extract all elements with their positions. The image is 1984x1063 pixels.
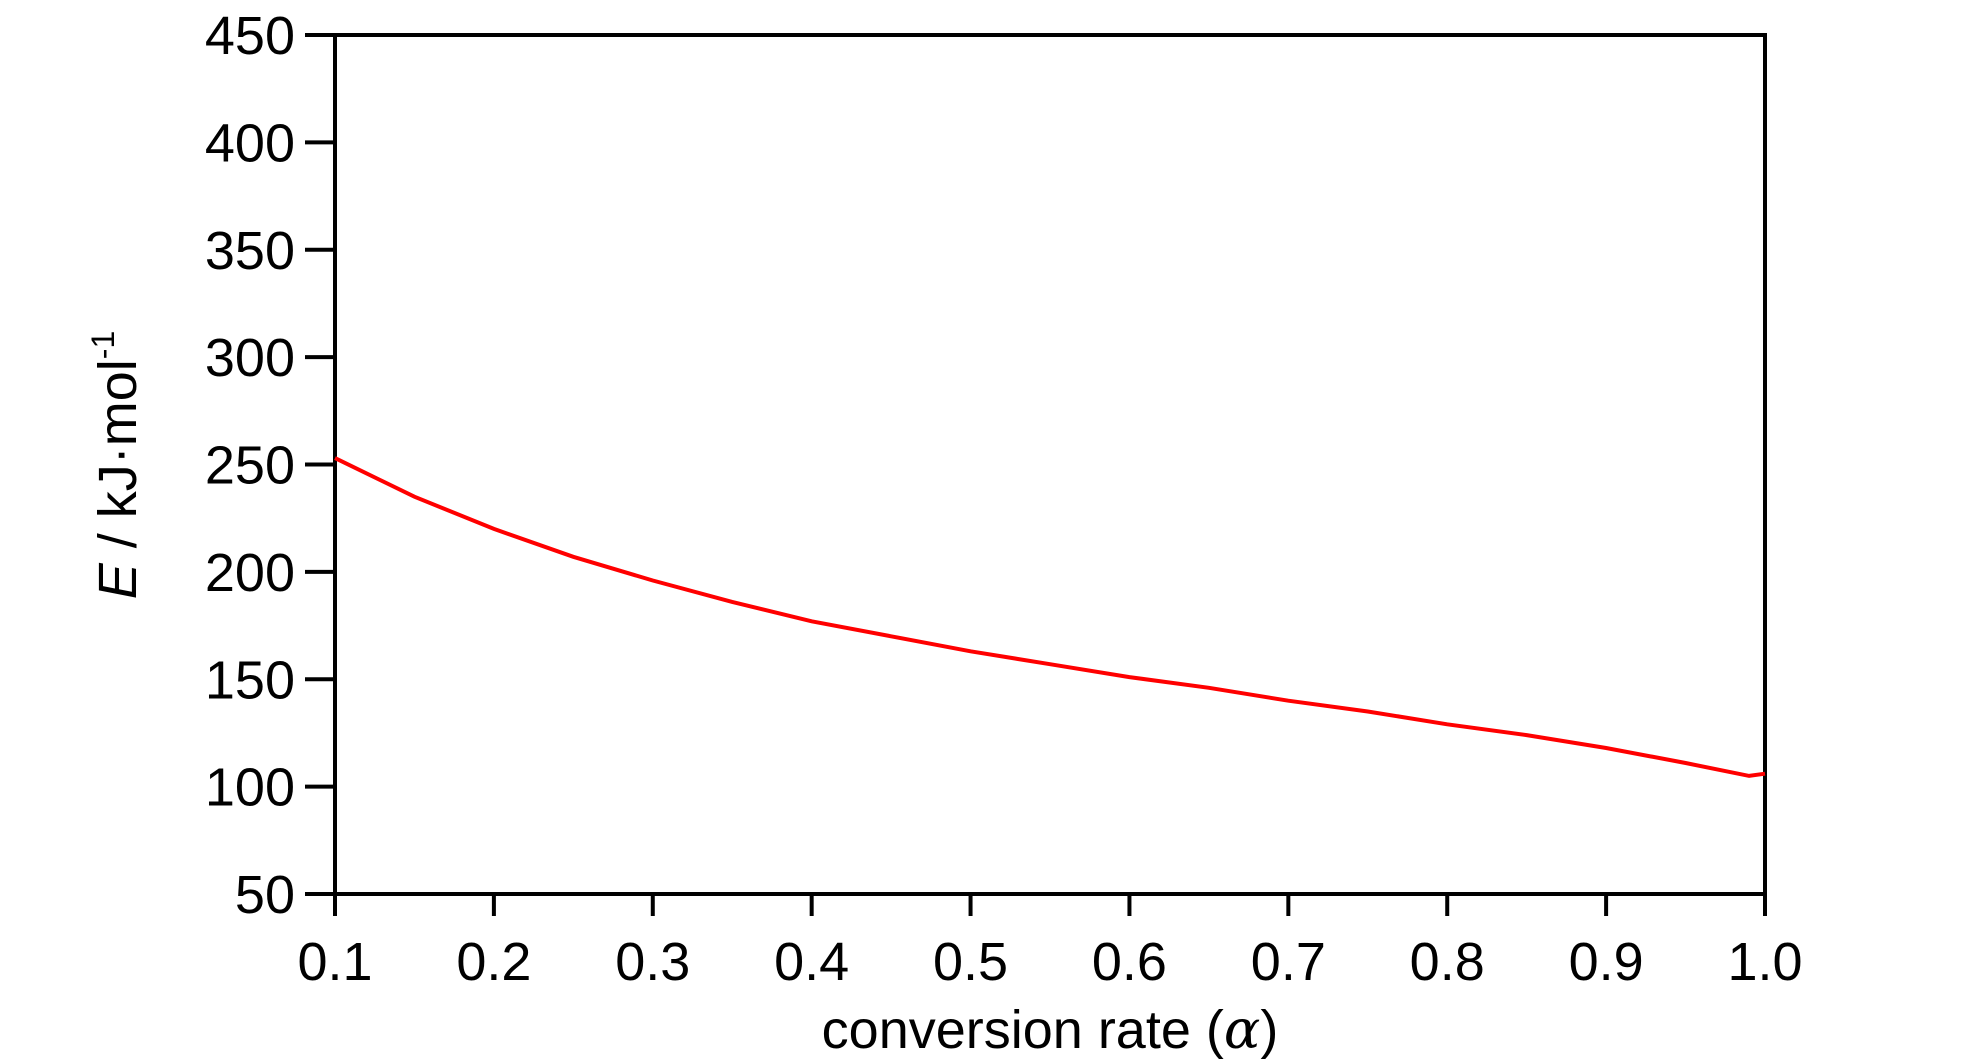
y-tick-label: 300 <box>205 328 295 388</box>
x-tick-label: 0.5 <box>933 932 1008 992</box>
x-tick-label: 0.7 <box>1251 932 1326 992</box>
x-tick-label: 0.9 <box>1569 932 1644 992</box>
x-tick-label: 0.4 <box>774 932 849 992</box>
y-axis-ticks: 50 100 150 200 250 300 350 400 450 <box>205 6 335 925</box>
x-tick-label: 0.1 <box>297 932 372 992</box>
y-axis-title: E / kJ·mol-1 <box>85 331 148 600</box>
y-tick-label: 50 <box>235 865 295 925</box>
x-tick-label: 0.3 <box>615 932 690 992</box>
y-tick-label: 350 <box>205 221 295 281</box>
x-axis-ticks: 0.1 0.2 0.3 0.4 0.5 0.6 0.7 0.8 0.9 1.0 <box>297 894 1803 992</box>
x-tick-label: 0.8 <box>1410 932 1485 992</box>
series-line <box>334 456 1766 778</box>
y-tick-label: 200 <box>205 543 295 603</box>
y-tick-label: 450 <box>205 6 295 66</box>
x-axis-title: conversion rate (α) <box>822 998 1279 1061</box>
plot-frame <box>333 33 1767 896</box>
x-tick-label: 0.2 <box>456 932 531 992</box>
y-tick-label: 100 <box>205 758 295 818</box>
x-tick-label: 1.0 <box>1727 932 1802 992</box>
y-tick-label: 400 <box>205 113 295 173</box>
y-tick-label: 250 <box>205 436 295 496</box>
y-tick-label: 150 <box>205 650 295 710</box>
x-tick-label: 0.6 <box>1092 932 1167 992</box>
